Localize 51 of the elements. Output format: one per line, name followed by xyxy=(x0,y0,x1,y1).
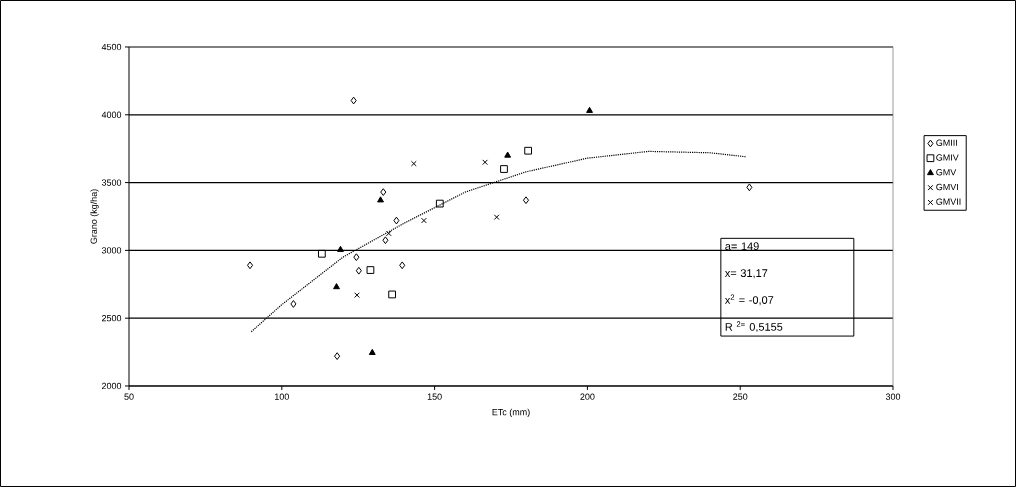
point xyxy=(482,159,488,166)
point xyxy=(388,290,397,299)
point xyxy=(246,261,254,270)
annotation: R $^{2=}$ 0,5155 xyxy=(725,321,783,333)
point xyxy=(317,249,326,258)
point xyxy=(504,151,512,158)
point xyxy=(522,196,530,205)
legend-label: GMIII xyxy=(936,139,957,146)
y-tick-label: 3500 xyxy=(101,179,122,186)
x-tick-label: 300 xyxy=(885,393,901,400)
y-tick-label: 4500 xyxy=(101,43,122,51)
point xyxy=(393,216,400,225)
point xyxy=(435,199,444,208)
y-tick-label: 4000 xyxy=(101,111,122,118)
point xyxy=(337,245,344,252)
point xyxy=(366,266,375,274)
annotation: a= 149 xyxy=(725,242,759,251)
point xyxy=(353,253,360,262)
x-axis-title: ETc (mm) xyxy=(492,408,530,418)
point xyxy=(354,292,360,299)
point xyxy=(399,261,406,270)
point xyxy=(421,217,427,224)
point xyxy=(524,146,533,155)
annotation: x= 31,17 xyxy=(724,269,768,279)
point xyxy=(290,300,297,308)
legend-label: GMVII xyxy=(936,198,961,205)
annotation: x$^{2}$ = -0,07 xyxy=(724,294,774,306)
point xyxy=(355,266,362,275)
point xyxy=(334,352,341,361)
point xyxy=(377,196,384,203)
y-tick-label: 3000 xyxy=(101,247,122,254)
point xyxy=(500,165,508,173)
x-tick-label: 200 xyxy=(580,393,595,400)
y-tick-label: 2000 xyxy=(102,382,122,390)
point xyxy=(333,283,340,290)
point xyxy=(368,348,376,355)
y-tick-label: 2500 xyxy=(102,315,122,322)
point xyxy=(746,183,753,192)
x-tick-label: 100 xyxy=(275,393,289,400)
point xyxy=(586,106,593,113)
point xyxy=(493,214,500,221)
legend-label: GMIV xyxy=(936,154,959,161)
x-tick-label: 250 xyxy=(733,393,748,400)
point xyxy=(410,160,417,167)
point xyxy=(350,96,357,105)
legend-label: GMVI xyxy=(936,183,958,191)
y-axis-title: Grano (kg/ha) xyxy=(90,189,99,244)
x-tick-label: 50 xyxy=(124,393,134,400)
x-tick-label: 150 xyxy=(427,393,442,400)
point xyxy=(380,188,387,196)
legend-label: GMV xyxy=(936,169,957,176)
